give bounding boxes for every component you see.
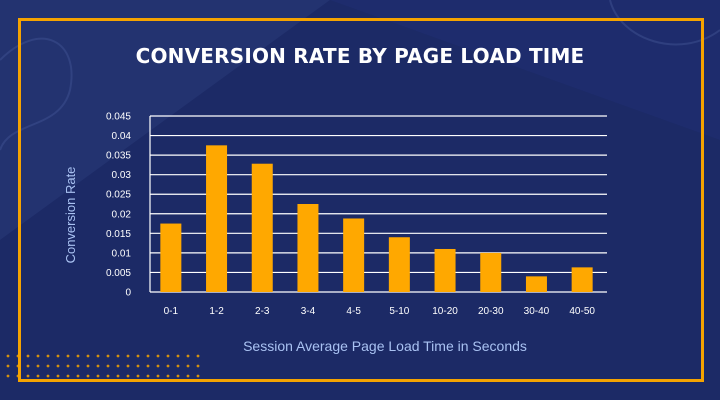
bar xyxy=(571,267,593,292)
y-tick-label: 0.015 xyxy=(106,229,131,240)
dot-pattern xyxy=(6,354,200,378)
chart-title: CONVERSION RATE BY PAGE LOAD TIME xyxy=(135,44,585,68)
x-tick-label: 30-40 xyxy=(524,306,550,317)
x-tick-label: 5-10 xyxy=(389,306,409,317)
y-tick-label: 0.045 xyxy=(106,112,131,123)
x-tick-label: 0-1 xyxy=(164,306,179,317)
bar xyxy=(297,204,319,292)
y-tick-label: 0.005 xyxy=(106,268,131,279)
y-tick-label: 0 xyxy=(125,288,131,299)
bar xyxy=(388,237,410,292)
x-tick-label: 10-20 xyxy=(432,306,458,317)
bar xyxy=(251,163,273,292)
x-tick-label: 40-50 xyxy=(569,306,595,317)
bar xyxy=(343,218,365,292)
bar xyxy=(434,248,456,292)
y-tick-label: 0.025 xyxy=(106,190,131,201)
x-axis-label: Session Average Page Load Time in Second… xyxy=(243,338,527,354)
y-tick-label: 0.02 xyxy=(112,209,132,220)
x-tick-label: 2-3 xyxy=(255,306,270,317)
y-tick-label: 0.04 xyxy=(112,131,132,142)
x-tick-label: 1-2 xyxy=(209,306,224,317)
y-tick-label: 0.03 xyxy=(112,170,132,181)
y-tick-label: 0.035 xyxy=(106,151,131,162)
bar xyxy=(160,223,182,292)
bar xyxy=(525,276,547,292)
x-tick-label: 20-30 xyxy=(478,306,504,317)
bar xyxy=(206,145,228,292)
x-tick-label: 4-5 xyxy=(346,306,361,317)
x-tick-label: 3-4 xyxy=(301,306,316,317)
bar xyxy=(480,252,502,292)
y-tick-label: 0.01 xyxy=(112,248,132,259)
